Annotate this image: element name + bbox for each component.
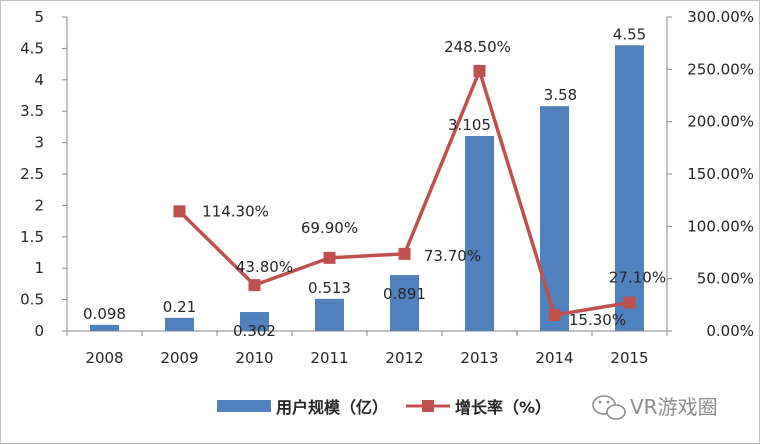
bar	[390, 275, 419, 331]
bar-series	[90, 45, 644, 332]
bar-data-label: 0.21	[163, 298, 196, 316]
right-tick-label: 100.00%	[687, 217, 754, 235]
watermark: VR游戏圈	[592, 395, 718, 420]
right-tick-label: 0.00%	[706, 322, 754, 340]
line-marker	[248, 279, 261, 292]
bar	[540, 106, 569, 332]
line-marker	[398, 247, 411, 260]
line-series	[173, 64, 636, 321]
bar-data-label: 0.098	[83, 305, 126, 323]
x-tick-label: 2013	[460, 349, 498, 367]
data-labels: 0.098 0.21 0.302 0.513 0.891 3.105 3.58 4.55 114…	[83, 25, 666, 340]
right-tick-label: 250.00%	[687, 60, 754, 78]
bar	[90, 324, 119, 331]
right-tick-label: 50.00%	[697, 270, 754, 288]
right-tick-label: 200.00%	[687, 113, 754, 131]
legend-swatch-bars	[217, 400, 271, 412]
line-data-label: 27.10%	[609, 269, 666, 287]
line-data-label: 73.70%	[424, 247, 481, 265]
line-marker	[323, 251, 336, 264]
legend-label-line: 增长率（%）	[455, 398, 551, 417]
line-data-label: 248.50%	[444, 38, 511, 56]
line-marker	[623, 296, 636, 309]
x-tick-label: 2009	[160, 349, 198, 367]
wechat-icon	[592, 395, 626, 420]
axes: 00.511.522.533.544.550.00%50.00%100.00%1…	[20, 8, 754, 367]
legend-label-bars: 用户规模（亿）	[276, 398, 388, 417]
bar-data-label: 0.891	[383, 285, 426, 303]
bar-data-label: 0.302	[233, 322, 276, 340]
left-tick-label: 2.5	[20, 165, 44, 183]
line-data-label: 114.30%	[202, 202, 269, 220]
left-tick-label: 3	[34, 134, 44, 152]
left-tick-label: 4.5	[20, 39, 44, 57]
x-tick-label: 2010	[235, 349, 273, 367]
left-tick-label: 5	[34, 8, 44, 26]
line-data-label: 69.90%	[301, 219, 358, 237]
x-tick-label: 2014	[535, 349, 573, 367]
x-tick-label: 2015	[610, 349, 648, 367]
x-tick-label: 2012	[385, 349, 423, 367]
line-data-label: 43.80%	[236, 258, 293, 276]
left-tick-label: 1.5	[20, 228, 44, 246]
line-marker	[548, 308, 561, 321]
bar-data-label: 3.58	[544, 86, 577, 104]
left-tick-label: 4	[34, 71, 44, 89]
bar-data-label: 3.105	[448, 116, 491, 134]
left-tick-label: 1	[34, 259, 44, 277]
left-tick-label: 3.5	[20, 102, 44, 120]
bar	[315, 298, 344, 331]
line-data-label: 15.30%	[569, 311, 626, 329]
bar-data-label: 4.55	[613, 25, 646, 43]
watermark-text: VR游戏圈	[630, 395, 718, 419]
bar-data-label: 0.513	[308, 279, 351, 297]
bar	[465, 136, 494, 331]
bar	[615, 45, 644, 331]
left-tick-label: 0	[34, 322, 44, 340]
left-tick-label: 2	[34, 196, 44, 214]
bar	[165, 317, 194, 331]
line-marker	[173, 205, 186, 218]
legend: 用户规模（亿） 增长率（%）	[217, 398, 551, 417]
right-tick-label: 300.00%	[687, 8, 754, 26]
x-tick-label: 2011	[310, 349, 348, 367]
left-tick-label: 0.5	[20, 291, 44, 309]
bar	[240, 312, 269, 331]
legend-marker-line	[422, 400, 434, 412]
line-marker	[473, 64, 486, 77]
x-tick-label: 2008	[85, 349, 123, 367]
right-tick-label: 150.00%	[687, 165, 754, 183]
